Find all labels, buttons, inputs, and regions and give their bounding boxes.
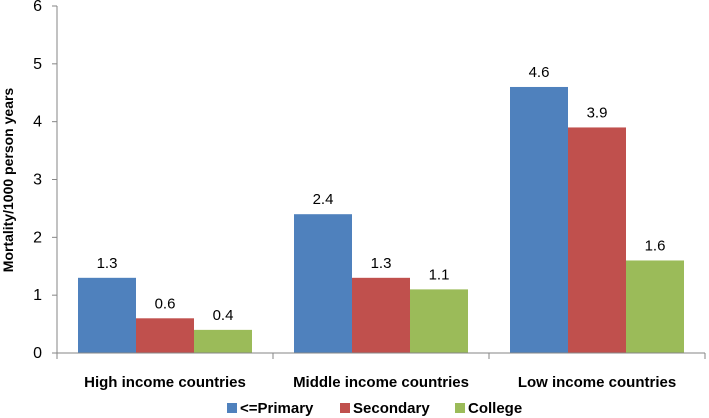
data-label: 2.4 — [313, 191, 334, 208]
bar — [78, 277, 136, 353]
bar — [568, 127, 626, 353]
bar — [626, 260, 684, 353]
axes — [56, 6, 706, 359]
y-tick-label: 6 — [33, 0, 42, 15]
data-label: 4.6 — [529, 64, 550, 81]
y-axis-label: Mortality/1000 person years — [0, 88, 16, 273]
data-label: 1.3 — [97, 255, 118, 272]
y-tick-label: 1 — [33, 287, 42, 304]
y-axis-ticks: 0 1 2 3 4 5 6 — [33, 0, 57, 362]
bar — [294, 214, 352, 353]
data-label: 0.6 — [155, 295, 176, 312]
bar — [194, 329, 252, 353]
legend-swatch — [340, 403, 350, 413]
y-tick-label: 5 — [33, 56, 42, 73]
bar — [410, 289, 468, 353]
bar — [352, 277, 410, 353]
bar — [136, 318, 194, 353]
category-labels: High income countries Middle income count… — [84, 374, 676, 391]
bars — [78, 86, 684, 353]
data-label: 1.6 — [645, 237, 666, 254]
legend: <=Primary Secondary College — [227, 400, 522, 417]
category-label: Middle income countries — [293, 374, 469, 391]
legend-label: College — [468, 400, 522, 417]
data-label: 3.9 — [587, 104, 608, 121]
data-label: 1.1 — [429, 266, 450, 283]
legend-swatch — [455, 403, 465, 413]
bar — [510, 86, 568, 353]
y-tick-label: 3 — [33, 172, 42, 189]
legend-swatch — [227, 403, 237, 413]
y-tick-label: 4 — [33, 114, 42, 131]
y-tick-label: 0 — [33, 345, 42, 362]
category-label: High income countries — [84, 374, 246, 391]
y-tick-label: 2 — [33, 229, 42, 246]
data-labels: 1.3 2.4 4.6 0.6 1.3 3.9 0.4 1.1 1.6 — [97, 64, 666, 324]
data-label: 1.3 — [371, 255, 392, 272]
legend-label: Secondary — [353, 400, 430, 417]
legend-label: <=Primary — [240, 400, 314, 417]
data-label: 0.4 — [213, 307, 234, 324]
category-label: Low income countries — [518, 374, 676, 391]
